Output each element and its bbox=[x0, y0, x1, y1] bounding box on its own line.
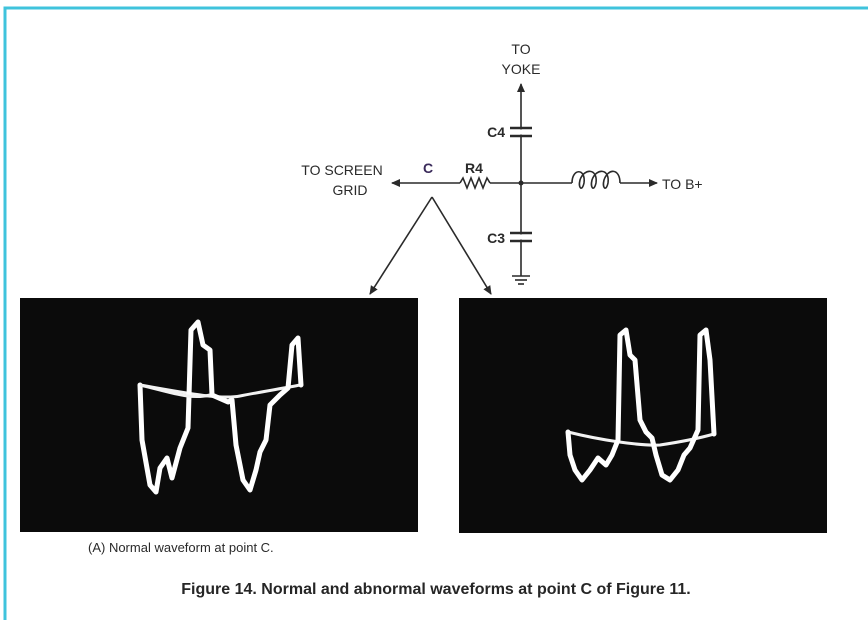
scope-screen bbox=[20, 298, 418, 532]
label: TO bbox=[511, 41, 530, 57]
resistor bbox=[460, 178, 490, 188]
pointer-arrow bbox=[370, 197, 432, 294]
inductor bbox=[572, 171, 620, 188]
label: C4 bbox=[487, 124, 505, 140]
label: YOKE bbox=[502, 61, 541, 77]
label: C3 bbox=[487, 230, 505, 246]
label: TO SCREEN bbox=[301, 162, 382, 178]
label: R4 bbox=[465, 160, 483, 176]
capacitor-gap bbox=[515, 235, 527, 240]
figure-caption: Figure 14. Normal and abnormal waveforms… bbox=[181, 581, 690, 598]
capacitor-gap bbox=[515, 130, 527, 135]
scope-caption: (A) Normal waveform at point C. bbox=[88, 540, 274, 555]
label: GRID bbox=[333, 182, 368, 198]
page: {"circuit": {"yoke": ["TO", "YOKE"], "ca… bbox=[0, 0, 868, 621]
scope-screen bbox=[459, 298, 827, 533]
pointer-arrow bbox=[432, 197, 491, 294]
figure: TO YOKE C4 TO SCREEN GRID C R4 TO B+ C3 … bbox=[0, 0, 868, 621]
label: TO B+ bbox=[662, 176, 703, 192]
circuit bbox=[370, 84, 657, 294]
label: C bbox=[423, 160, 433, 176]
